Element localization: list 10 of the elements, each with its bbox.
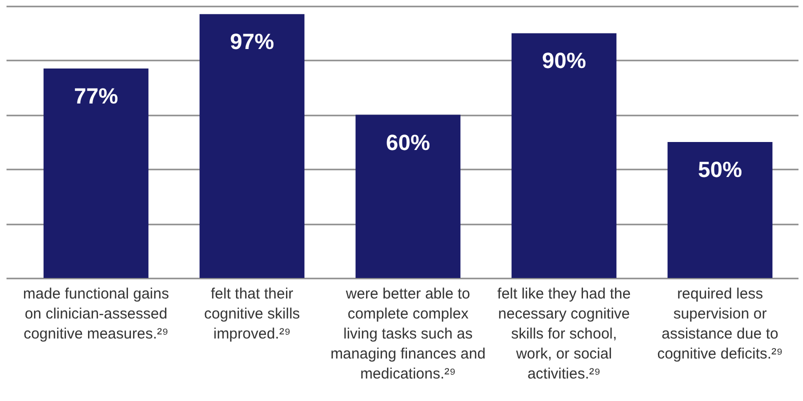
- data-label: 90%: [542, 48, 586, 74]
- x-tick-label: felt like they had the necessary cognitive skills for school, work, or social activities.²⁹: [497, 286, 631, 382]
- x-tick-label: were better able to complete complex living tasks such as managing finances and medications.²⁹: [330, 286, 486, 382]
- data-label: 50%: [698, 157, 742, 182]
- x-tick-label: required less supervision or assistance due to cognitive deficits.²⁹: [657, 286, 783, 362]
- x-tick-label: made functional gains on clinician-assessed cognitive measures.²⁹: [23, 286, 169, 342]
- data-label: 77%: [74, 84, 118, 109]
- data-label: 60%: [386, 130, 430, 155]
- x-tick-label: felt that their cognitive skills improved.²⁹: [204, 286, 300, 342]
- data-label: 97%: [230, 29, 274, 54]
